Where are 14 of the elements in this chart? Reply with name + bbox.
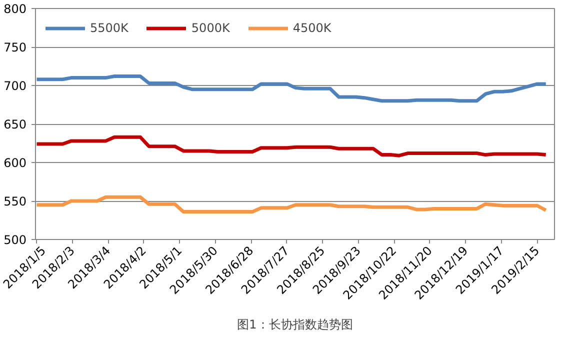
legend-label: 5000K: [191, 21, 230, 35]
y-tick-label: 800: [4, 2, 26, 16]
y-tick-label: 550: [4, 194, 26, 208]
y-tick-label: 650: [4, 118, 26, 132]
line-series: [36, 135, 548, 158]
line-series: [36, 74, 548, 103]
y-tick-label: 700: [4, 79, 26, 93]
y-tick-label: 600: [4, 156, 26, 170]
legend-label: 5500K: [90, 21, 128, 35]
legend-label: 4500K: [292, 21, 332, 35]
text: 图1：长协指数趋势图: [237, 318, 353, 332]
y-tick-label: 500: [4, 233, 26, 247]
y-tick-label: 750: [4, 40, 26, 54]
line-series: [36, 195, 548, 214]
